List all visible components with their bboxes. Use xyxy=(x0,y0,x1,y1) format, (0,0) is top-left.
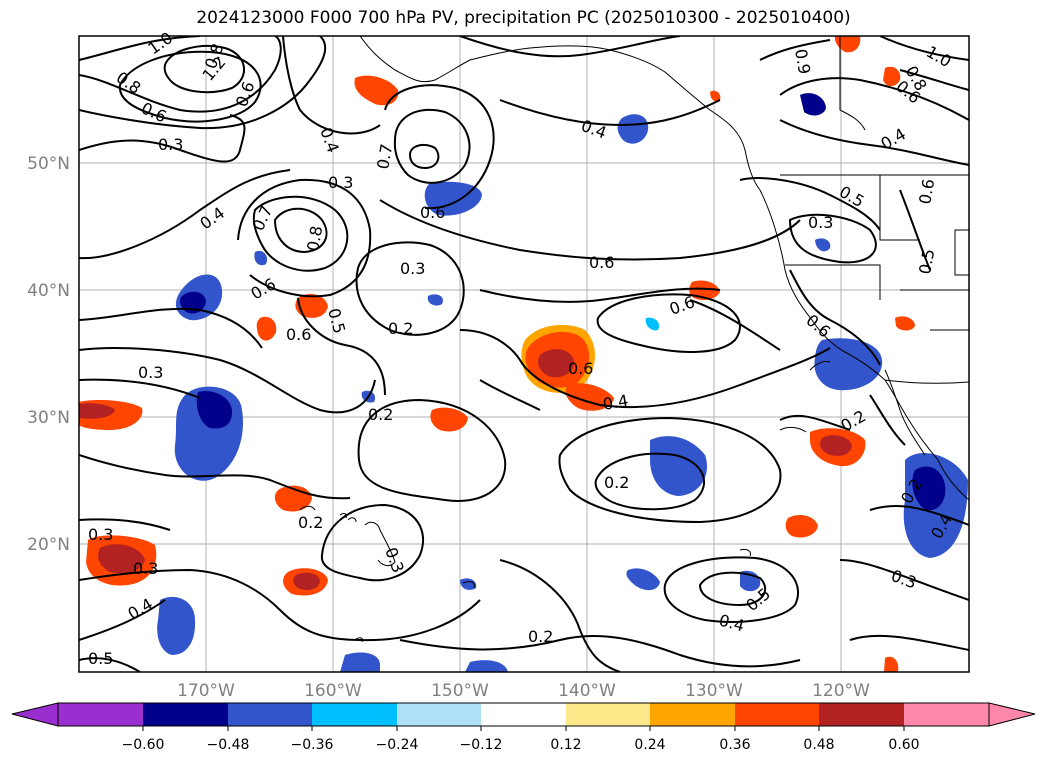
colorbar-segment xyxy=(58,703,143,726)
pv-contours xyxy=(79,36,969,672)
latitude-labels: 50°N 40°N 30°N 20°N xyxy=(27,154,70,555)
contour-label: 0.4 xyxy=(601,391,629,414)
colorbar-tick: 0.24 xyxy=(634,737,665,753)
colorbar-tick: −0.48 xyxy=(207,737,250,753)
map-title: 2024123000 F000 700 hPa PV, precipitatio… xyxy=(196,8,851,28)
contour-label: 0.6 xyxy=(589,253,614,272)
colorbar-segment xyxy=(566,703,650,726)
lon-label-140w: 140°W xyxy=(558,681,616,701)
colorbar-tick: 0.60 xyxy=(888,737,919,753)
contour-label: 0.2 xyxy=(528,627,553,646)
lon-label-130w: 130°W xyxy=(685,681,743,701)
colorbar-tick: 0.12 xyxy=(550,737,581,753)
colorbar-tick: 0.36 xyxy=(719,737,750,753)
contour-label: 0.3 xyxy=(808,213,833,232)
colorbar-segment xyxy=(650,703,735,726)
contour-label: 0.2 xyxy=(388,319,413,338)
colorbar-tick: −0.12 xyxy=(460,737,503,753)
colorbar-segment xyxy=(735,703,819,726)
colorbar-tick: −0.24 xyxy=(376,737,419,753)
contour-label: 0.2 xyxy=(368,405,393,424)
colorbar: −0.60 −0.48 −0.36 −0.24 −0.12 0.12 0.24 … xyxy=(11,702,1036,753)
graticule xyxy=(79,36,969,672)
colorbar-extend-min xyxy=(11,702,59,727)
contour-label: 0.6 xyxy=(420,203,445,222)
colorbar-segment xyxy=(228,703,312,726)
contour-label: 0.8 xyxy=(303,224,326,252)
contour-label: 0.3 xyxy=(133,559,158,578)
colorbar-extend-max xyxy=(988,702,1036,727)
plot-frame xyxy=(78,35,970,673)
lon-label-170w: 170°W xyxy=(177,681,235,701)
contour-label: 0.3 xyxy=(88,525,113,544)
contour-label: 0.3 xyxy=(328,173,353,192)
colorbar-tick: 0.48 xyxy=(803,737,834,753)
lat-label-20n: 20°N xyxy=(27,535,70,555)
lon-label-150w: 150°W xyxy=(431,681,489,701)
colorbar-tick: −0.36 xyxy=(291,737,334,753)
coastlines xyxy=(299,36,969,643)
lon-label-160w: 160°W xyxy=(304,681,362,701)
contour-label: 0.2 xyxy=(604,473,629,492)
contour-label: 0.6 xyxy=(286,325,311,344)
contour-label: 0.5 xyxy=(915,247,938,275)
contour-label: 0.2 xyxy=(298,513,323,532)
contour-label: 0.5 xyxy=(88,649,113,668)
colorbar-segment xyxy=(481,703,566,726)
colorbar-segment xyxy=(904,703,989,726)
lat-label-50n: 50°N xyxy=(27,154,70,174)
contour-label: 0.9 xyxy=(791,47,814,75)
lon-label-120w: 120°W xyxy=(812,681,870,701)
colorbar-segment xyxy=(397,703,481,726)
lat-label-40n: 40°N xyxy=(27,281,70,301)
contour-label: 0.3 xyxy=(158,135,183,154)
colorbar-tick: −0.60 xyxy=(122,737,165,753)
contour-label: 0.6 xyxy=(568,359,593,378)
contour-label: 0.3 xyxy=(400,259,425,278)
longitude-labels: 170°W 160°W 150°W 140°W 130°W 120°W xyxy=(177,681,870,701)
colorbar-segment xyxy=(819,703,904,726)
lat-label-30n: 30°N xyxy=(27,408,70,428)
contour-label: 0.6 xyxy=(915,177,938,205)
colorbar-segment xyxy=(143,703,228,726)
contour-label: 0.3 xyxy=(138,363,163,382)
contour-label: 0.7 xyxy=(373,142,396,170)
colorbar-segment xyxy=(312,703,397,726)
